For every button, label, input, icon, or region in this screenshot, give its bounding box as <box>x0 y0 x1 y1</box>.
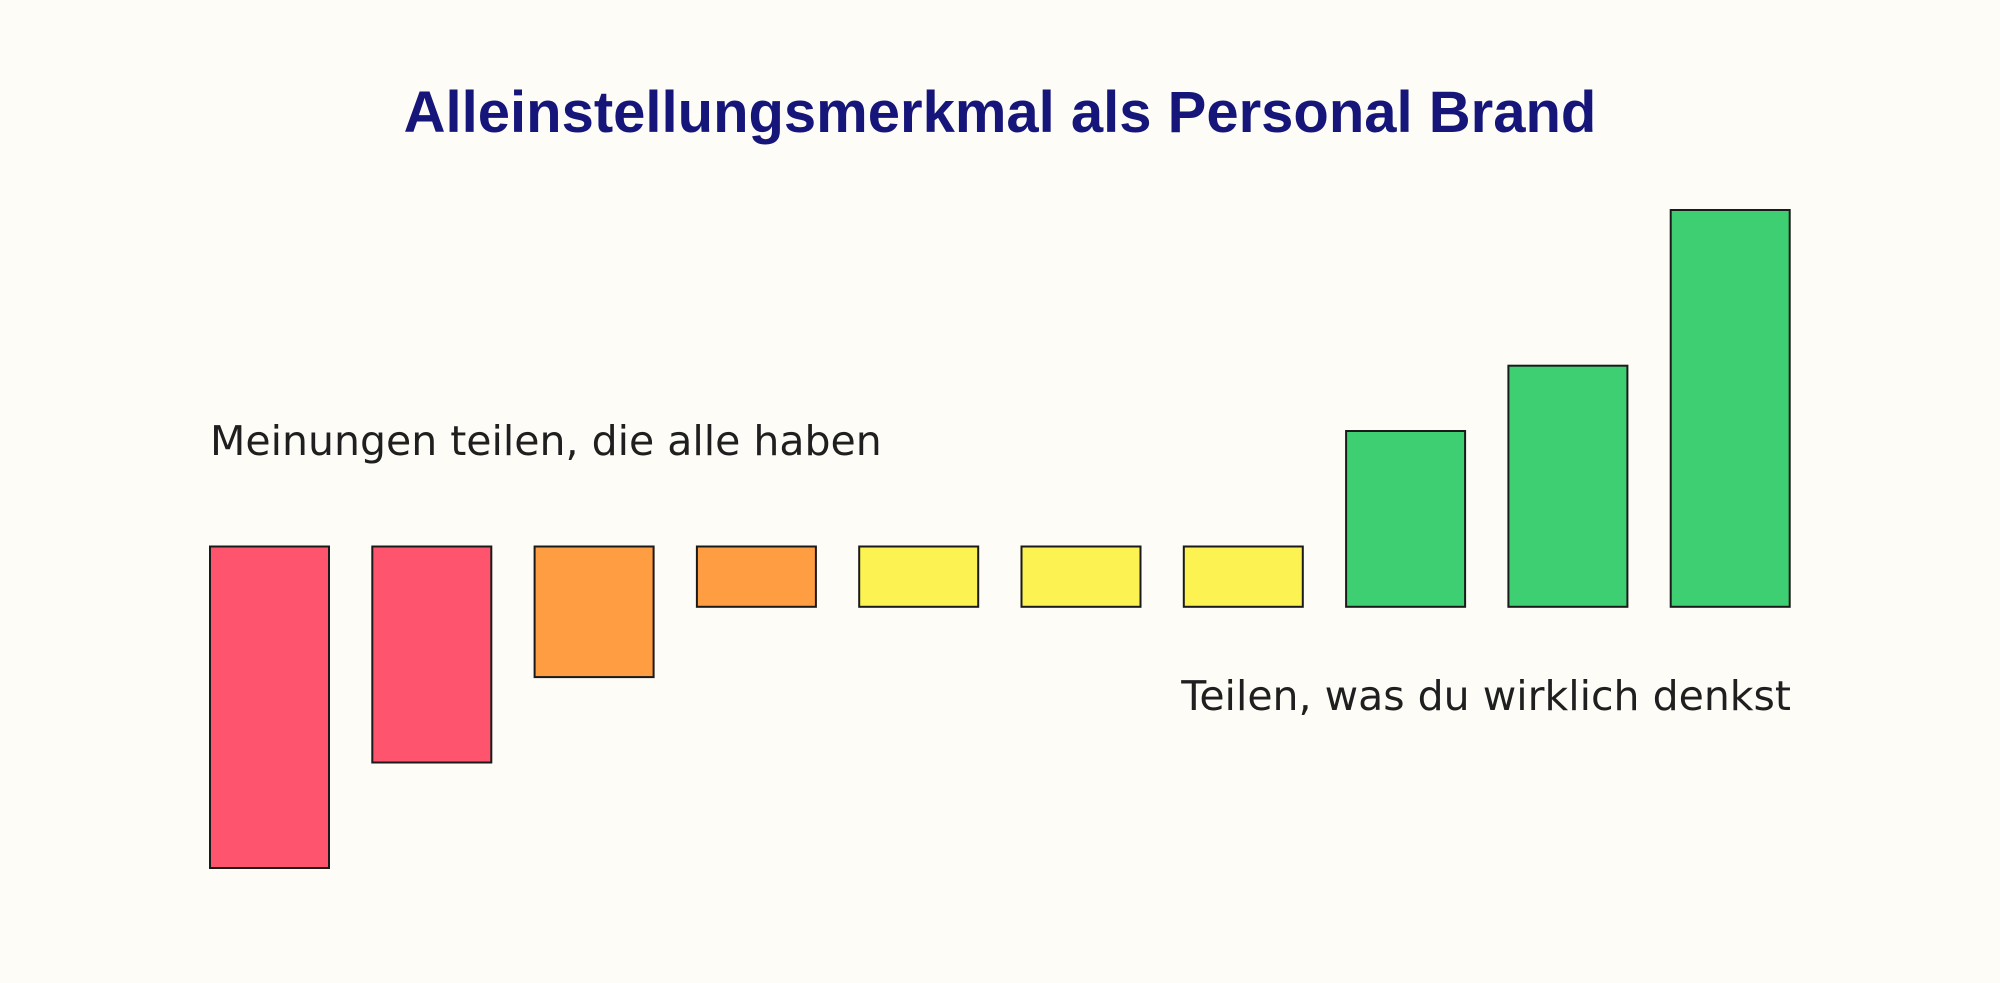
bars-group <box>209 209 1791 869</box>
bar-7 <box>1182 545 1304 608</box>
bar-5 <box>858 545 980 608</box>
bar-3 <box>533 545 655 679</box>
annotation-right: Teilen, was du wirklich denkst <box>1180 672 1791 720</box>
bar-2 <box>371 545 493 764</box>
bar-10 <box>1669 209 1791 608</box>
bar-8 <box>1345 430 1467 608</box>
annotation-left: Meinungen teilen, die alle haben <box>210 417 882 465</box>
bar-6 <box>1020 545 1142 608</box>
bar-9 <box>1507 364 1629 608</box>
chart-title: Alleinstellungsmerkmal als Personal Bran… <box>404 80 1597 145</box>
bar-1 <box>209 545 330 869</box>
bar-4 <box>695 545 817 608</box>
